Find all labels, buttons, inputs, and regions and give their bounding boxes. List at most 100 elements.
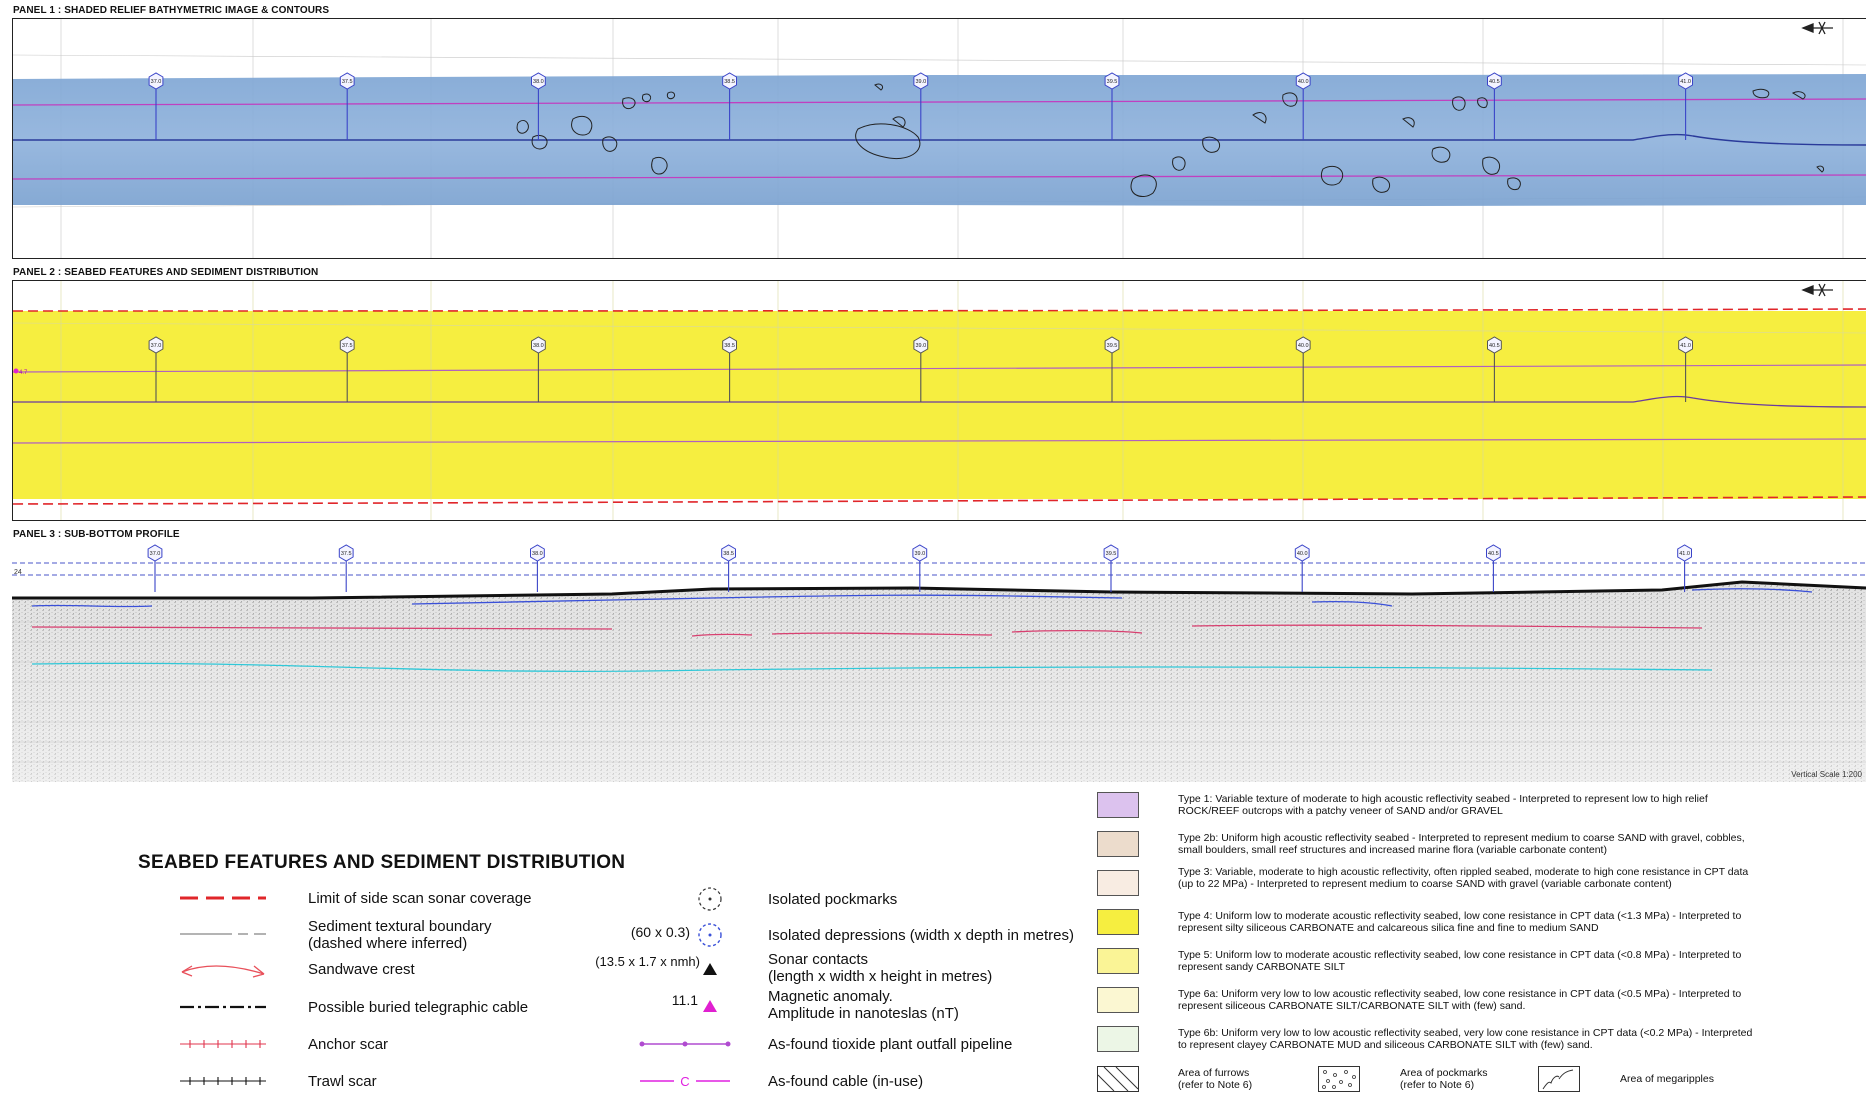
- panel2-kp-label: 40.5: [1489, 343, 1500, 349]
- north-arrow-icon: [1801, 21, 1833, 35]
- type6a-text: Type 6a: Uniform very low to low acousti…: [1178, 988, 1742, 1012]
- panel1-kp-label: 41.0: [1680, 79, 1691, 85]
- panel2-kp-marker: 39.5: [1104, 336, 1120, 402]
- legend-sonar-limit: Limit of side scan sonar coverage: [308, 890, 532, 907]
- megaripples-pattern-icon: [1538, 1066, 1580, 1092]
- legend-sandwave-crest: Sandwave crest: [308, 961, 415, 978]
- legend-telegraphic-cable: Possible buried telegraphic cable: [308, 999, 529, 1016]
- sonar-contact-icon: [703, 963, 717, 975]
- panel1-kp-marker: 38.0: [531, 72, 546, 140]
- panel1-kp-marker: 37.0: [148, 72, 164, 140]
- panel1-kp-marker: 39.5: [1104, 72, 1120, 140]
- panel2-kp-marker: 39.0: [913, 336, 929, 402]
- magnetic-example: 11.1: [671, 992, 698, 1008]
- panel3-kp-marker: 40.0: [1294, 544, 1310, 592]
- panel1-kp-marker: 38.5: [722, 72, 737, 140]
- panel3-kp-marker: 38.5: [721, 544, 736, 592]
- pockmarks-pattern-icon: [1318, 1066, 1360, 1092]
- type5-swatch: [1097, 948, 1139, 974]
- panel2-kp-label: 37.0: [151, 343, 162, 349]
- panel2-kp-label: 37.5: [342, 343, 353, 349]
- legend-trawl-scar: Trawl scar: [308, 1073, 377, 1090]
- type3-text: Type 3: Variable, moderate to high acous…: [1178, 866, 1749, 890]
- legend-sonar-contacts: Sonar contacts (length x width x height …: [768, 951, 993, 985]
- panel3-kp-markers: 37.0 37.5 38.0 38.5 39.0 39.5 40.0 40.5 41.0: [147, 544, 1692, 592]
- type6b-swatch: [1097, 1026, 1139, 1052]
- panel3-kp-label: 37.0: [150, 551, 161, 557]
- legend-middle-symbols: C: [639, 887, 731, 1089]
- panel2-kp-label: 40.0: [1298, 343, 1309, 349]
- panel1-kp-marker: 41.0: [1678, 72, 1693, 140]
- type5-text: Type 5: Uniform low to moderate acoustic…: [1178, 949, 1742, 973]
- panel3-title: PANEL 3 : SUB-BOTTOM PROFILE: [13, 529, 180, 540]
- panel1-bathymetry: 37.0 37.5 38.0 38.5 39.0 39.5 40.0 40.5 41.0: [12, 18, 1866, 259]
- panel2-kp-marker: 38.0: [531, 336, 546, 402]
- trawl-scar-symbol: [180, 1077, 266, 1085]
- type3-swatch: [1097, 870, 1139, 896]
- panel3-kp-label: 40.5: [1488, 551, 1499, 557]
- furrows-pattern-icon: [1097, 1066, 1139, 1092]
- panel3-kp-label: 40.0: [1297, 551, 1308, 557]
- legend-depressions: Isolated depressions (width x depth in m…: [768, 927, 1074, 944]
- panel3-canvas: 24 37.0 37.5 38.0 38.5 39.0 39.5 40.0 40.5 41.0 …: [12, 544, 1866, 782]
- panel1-kp-label: 40.5: [1489, 79, 1500, 85]
- panel2-kp-marker: 37.0: [148, 336, 164, 402]
- panel1-kp-marker: 40.5: [1487, 72, 1502, 140]
- panel2-kp-label: 39.0: [915, 343, 926, 349]
- panel1-kp-marker: 40.0: [1295, 72, 1311, 140]
- panel1-kp-label: 37.0: [151, 79, 162, 85]
- panel3-kp-marker: 41.0: [1677, 544, 1692, 592]
- type4-text: Type 4: Uniform low to moderate acoustic…: [1178, 910, 1742, 934]
- panel3-kp-marker: 37.5: [338, 544, 354, 592]
- panel1-kp-label: 39.5: [1107, 79, 1118, 85]
- panel1-kp-marker: 39.0: [913, 72, 929, 140]
- panel1-kp-markers: 37.0 37.5 38.0 38.5 39.0 39.5 40.0 40.5 41.0: [148, 72, 1693, 140]
- pipeline-symbol: [639, 1041, 731, 1047]
- panel1-kp-label: 38.5: [724, 79, 735, 85]
- type6b-text: Type 6b: Uniform very low to low acousti…: [1178, 1027, 1753, 1051]
- furrows-label: Area of furrows (refer to Note 6): [1178, 1067, 1253, 1091]
- panel2-kp-marker: 40.0: [1295, 336, 1311, 402]
- type4-swatch: [1097, 909, 1139, 935]
- pockmarks-area-label: Area of pockmarks (refer to Note 6): [1400, 1067, 1488, 1091]
- panel2-kp-marker: 37.5: [339, 336, 355, 402]
- type1-swatch: [1097, 792, 1139, 818]
- panel2-kp-marker: 38.5: [722, 336, 737, 402]
- panel3-kp-label: 39.0: [914, 551, 925, 557]
- cable-symbol: C: [640, 1074, 730, 1089]
- panel1-kp-label: 37.5: [342, 79, 353, 85]
- cable-code: C: [680, 1074, 689, 1089]
- legend-title: SEABED FEATURES AND SEDIMENT DISTRIBUTIO…: [138, 852, 626, 873]
- panel1-title: PANEL 1 : SHADED RELIEF BATHYMETRIC IMAG…: [13, 5, 330, 16]
- panel3-kp-marker: 40.5: [1486, 544, 1501, 592]
- megaripples-label: Area of megaripples: [1620, 1073, 1714, 1085]
- vertical-scale-label: Vertical Scale 1:200: [1791, 770, 1862, 779]
- depression-icon: [698, 923, 722, 947]
- magnetic-anomaly-icon: [703, 1000, 717, 1012]
- panel3-kp-marker: 39.5: [1103, 544, 1119, 592]
- panel2-kp-label: 38.0: [533, 343, 544, 349]
- panel2-sediment: 4.7 37.0 37.5 38.0 38.5 39.0 39.5 40.0 40.5 41.0: [12, 280, 1866, 521]
- sandwave-crest-symbol: [181, 965, 265, 978]
- legend-sediment-boundary: Sediment textural boundary (dashed where…: [308, 918, 492, 952]
- panel3-kp-marker: 38.0: [530, 544, 545, 592]
- panel2-kp-markers: 37.0 37.5 38.0 38.5 39.0 39.5 40.0 40.5 41.0: [148, 336, 1693, 402]
- type2b-text: Type 2b: Uniform high acoustic reflectiv…: [1178, 832, 1745, 856]
- panel3-subbottom: 24 37.0 37.5 38.0 38.5 39.0 39.5 40.0 40.5 41.0 …: [12, 542, 1866, 782]
- panel3-top-depth: 24: [14, 569, 22, 576]
- type2b-swatch: [1097, 831, 1139, 857]
- panel2-kp-marker: 40.5: [1487, 336, 1502, 402]
- legend-as-found-cable: As-found cable (in-use): [768, 1073, 924, 1090]
- legend-magnetic-anomaly: Magnetic anomaly. Amplitude in nanotesla…: [768, 988, 959, 1022]
- panel3-kp-label: 38.0: [532, 551, 543, 557]
- panel2-kp-label: 41.0: [1680, 343, 1691, 349]
- pockmark-icon: [698, 887, 722, 911]
- legend-left-symbols: [180, 896, 266, 1085]
- panel3-kp-label: 37.5: [341, 551, 352, 557]
- panel3-kp-marker: 37.0: [147, 544, 163, 592]
- panel1-kp-marker: 37.5: [339, 72, 355, 140]
- anchor-scar-symbol: [180, 1040, 266, 1048]
- legend-anchor-scar: Anchor scar: [308, 1036, 389, 1053]
- panel1-kp-label: 38.0: [533, 79, 544, 85]
- panel3-kp-label: 38.5: [723, 551, 734, 557]
